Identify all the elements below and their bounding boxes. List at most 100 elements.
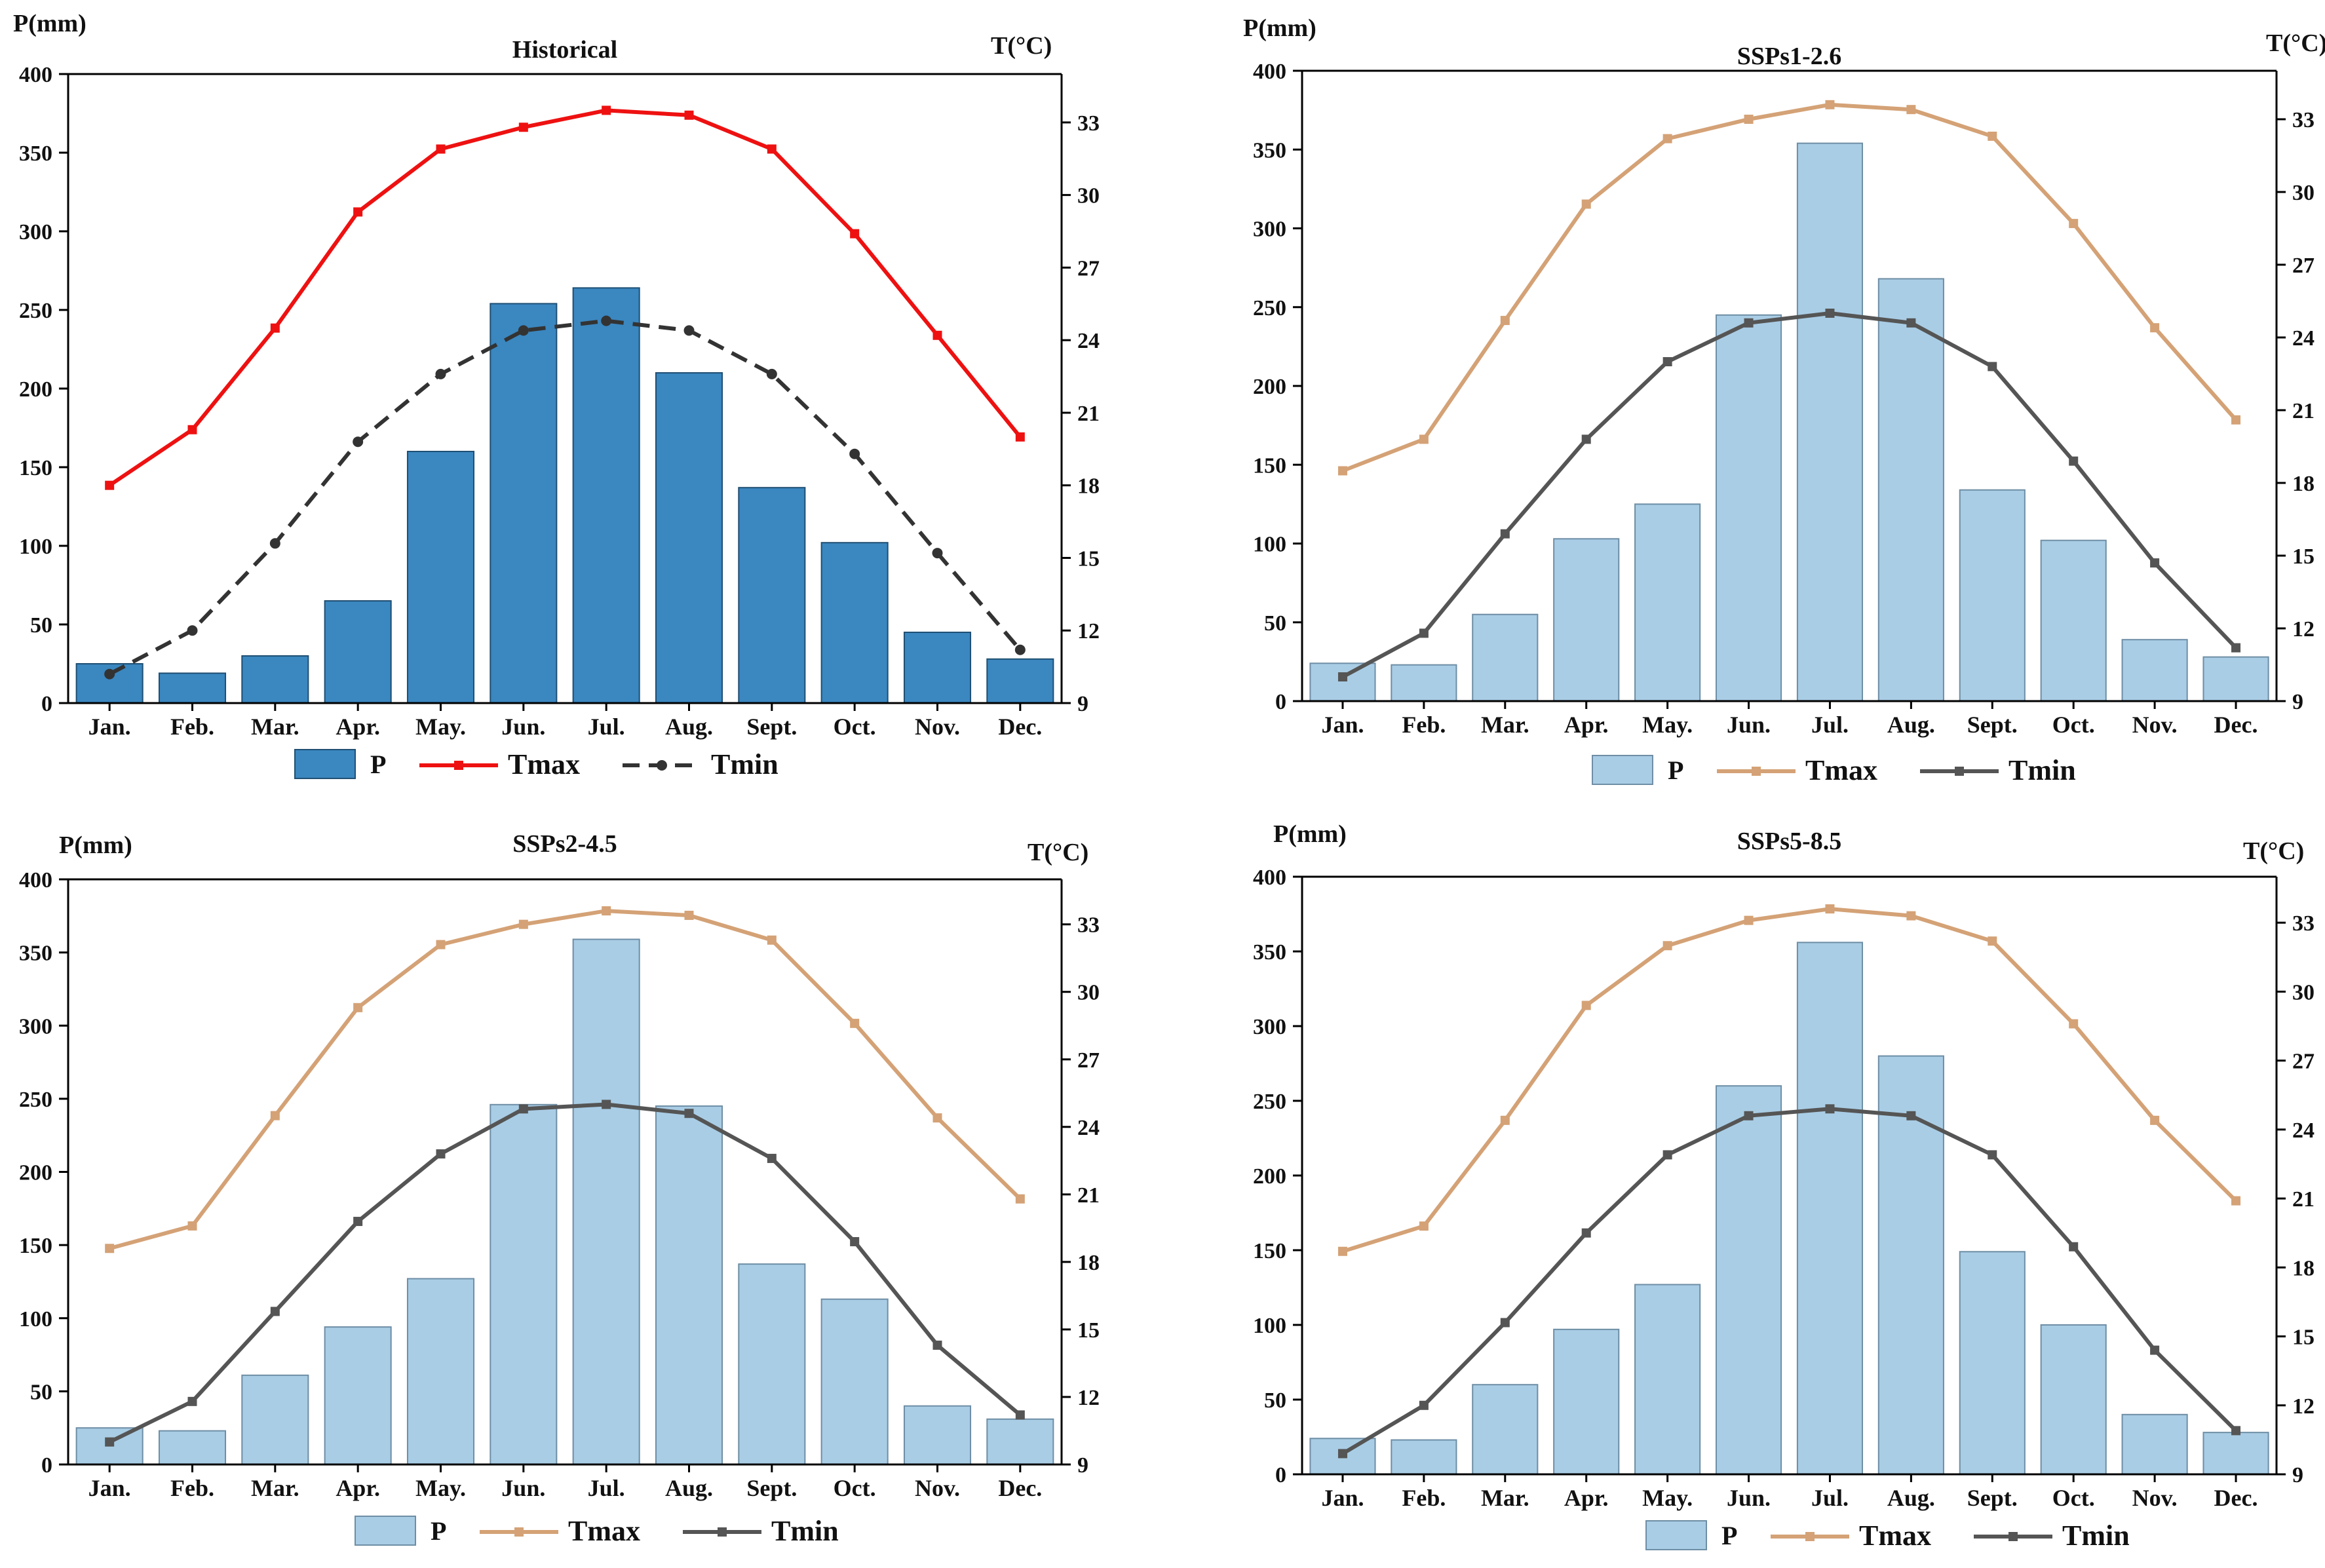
- y-axis-left-label: P(mm): [13, 10, 86, 37]
- x-tick-label: Oct.: [2052, 712, 2095, 738]
- bar-oct: [820, 542, 889, 704]
- bar-oct: [820, 1298, 889, 1466]
- tmax-line: [108, 108, 1022, 488]
- tmax-marker: [932, 1113, 942, 1123]
- tmin-line: [1341, 311, 2238, 679]
- x-tick-label: Oct.: [834, 714, 876, 740]
- y-axis-right-label: T(°C): [2243, 837, 2304, 865]
- x-tick-label: Mar.: [1481, 1485, 1529, 1511]
- y-left-tick-label: 50: [1264, 611, 1286, 636]
- tmin-marker: [1500, 529, 1510, 539]
- legend-label-tmax: Tmax: [1859, 1520, 1931, 1552]
- x-tick-label: Jan.: [1321, 712, 1364, 738]
- y-left-tick-label: 350: [19, 142, 52, 166]
- y-right-tick-label: 12: [1077, 1386, 1100, 1410]
- bar-jun: [1715, 1085, 1782, 1475]
- y-left-tick-label: 200: [1253, 1164, 1286, 1189]
- tmax-marker: [1906, 105, 1916, 115]
- tmax-marker: [436, 940, 446, 949]
- y-right-tick-label: 27: [2292, 254, 2315, 278]
- y-left-tick-label: 50: [30, 613, 52, 638]
- bar-jun: [490, 1103, 558, 1466]
- x-tick-label: Jan.: [88, 714, 131, 740]
- tmax-marker: [767, 144, 777, 154]
- y-right-tick-label: 30: [1077, 184, 1100, 208]
- tmax-marker: [1662, 134, 1672, 143]
- x-tick-label: Jan.: [1321, 1485, 1364, 1511]
- bar-sept: [1959, 1251, 2026, 1476]
- tmax-marker: [1500, 1115, 1510, 1125]
- y-left-tick-label: 150: [1253, 1239, 1286, 1263]
- tmin-marker: [1906, 1111, 1916, 1120]
- bar-aug: [655, 372, 723, 704]
- bar-oct: [2040, 1324, 2107, 1475]
- chart-title: SSPs1-2.6: [1737, 43, 1841, 70]
- bar-aug: [1877, 278, 1944, 702]
- x-tick-label: Jul.: [588, 1475, 625, 1501]
- tmin-line: [108, 318, 1022, 676]
- bar-may: [1634, 503, 1701, 702]
- tmin-marker: [1988, 1150, 1997, 1160]
- y-left-tick-label: 300: [1253, 218, 1286, 242]
- x-tick-label: Aug.: [1887, 712, 1935, 738]
- x-tick-label: Jan.: [88, 1475, 131, 1501]
- legend-label-tmax: Tmax: [1805, 754, 1877, 786]
- y-axis-right-label: T(°C): [1028, 839, 1088, 866]
- tmax-marker: [684, 110, 694, 120]
- y-left-tick-label: 150: [19, 456, 52, 480]
- tmax-marker: [1825, 904, 1835, 914]
- tmax-marker: [1662, 941, 1672, 951]
- tmax-line: [109, 909, 1022, 1251]
- tmax-marker: [2231, 1196, 2241, 1206]
- y-right-tick-label: 33: [2292, 911, 2315, 936]
- bar-jun: [490, 303, 558, 704]
- bar-apr: [324, 600, 392, 704]
- x-tick-label: Dec.: [2214, 1485, 2258, 1511]
- y-left-tick-label: 100: [19, 535, 52, 559]
- x-tick-label: Mar.: [251, 714, 299, 740]
- x-tick-label: Sept.: [746, 1475, 797, 1501]
- tmax-marker: [1015, 432, 1025, 442]
- tmin-marker: [2150, 1345, 2160, 1355]
- x-tick-label: Sept.: [1967, 712, 2018, 738]
- bar-sept: [738, 1263, 806, 1465]
- tmax-marker: [1419, 434, 1429, 444]
- y-right-tick-label: 15: [2292, 1326, 2315, 1350]
- y-right-tick-label: 21: [2292, 1187, 2315, 1212]
- y-left-tick-label: 0: [1275, 1463, 1286, 1487]
- chart-panel-1: Historical P(mm) T(°C) 0 50 100 150 200 250 300 35…: [13, 10, 1100, 780]
- x-tick-label: Nov.: [915, 714, 960, 740]
- x-tick-label: Mar.: [251, 1475, 299, 1501]
- legend: P Tmax Tmin: [1592, 754, 2076, 786]
- y-right-tick-label: 33: [1077, 913, 1100, 938]
- tmin-marker: [2069, 1242, 2079, 1252]
- y-left-tick-label: 300: [19, 220, 52, 244]
- tmax-marker: [602, 105, 611, 115]
- y-axis-left-label: P(mm): [1243, 14, 1316, 42]
- legend-marker: [657, 760, 667, 771]
- tmax-marker: [1581, 199, 1591, 209]
- tmax-marker: [105, 1244, 115, 1253]
- tmax-marker: [1744, 915, 1754, 925]
- legend: P Tmax Tmin: [294, 748, 778, 780]
- bar-dec: [2202, 1432, 2269, 1475]
- tmax-line: [1342, 907, 2238, 1253]
- y-right-tick-label: 27: [1077, 1048, 1100, 1073]
- tmax-marker: [2231, 415, 2241, 425]
- legend: P Tmax Tmin: [1645, 1520, 2130, 1552]
- tmax-marker: [436, 144, 446, 154]
- tmin-marker: [1662, 1150, 1672, 1160]
- y-axis-left-label: P(mm): [1273, 820, 1347, 848]
- tmin-marker: [269, 538, 280, 549]
- y-left-tick-label: 50: [30, 1380, 52, 1404]
- tmax-marker: [2150, 323, 2160, 333]
- y-left-tick-label: 0: [41, 1453, 52, 1478]
- tmax-marker: [684, 910, 694, 920]
- bar-jul: [1796, 942, 1864, 1475]
- tmin-line: [108, 1102, 1022, 1444]
- x-tick-label: Mar.: [1481, 712, 1529, 738]
- legend: P Tmax Tmin: [355, 1515, 839, 1547]
- chart-panel-3: SSPs2-4.5 P(mm) T(°C) 0 50 100 150 200 250 300 350…: [19, 830, 1100, 1547]
- tmin-marker: [2231, 1426, 2241, 1436]
